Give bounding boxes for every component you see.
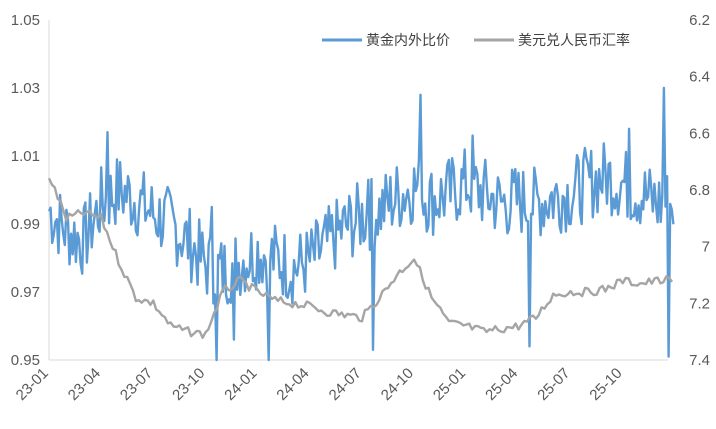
y-right-tick-label: 7 (702, 239, 710, 256)
y-right-tick-label: 6.8 (689, 182, 710, 199)
legend-label-usdcny: 美元兑人民币汇率 (518, 32, 630, 49)
y-right-tick-label: 6.4 (689, 69, 710, 86)
series-line-usdcny (47, 177, 674, 339)
y-right-tick-label: 7.4 (689, 352, 710, 369)
y-right-tick-label: 7.2 (689, 295, 710, 312)
y-left-tick-label: 0.99 (11, 216, 40, 233)
y-left-tick-label: 0.97 (11, 284, 40, 301)
y-left-tick-label: 1.05 (11, 12, 40, 29)
y-right-tick-label: 6.2 (689, 12, 710, 29)
y-left-tick-label: 0.95 (11, 352, 40, 369)
legend-label-gold-ratio: 黄金内外比价 (366, 32, 450, 49)
y-left-tick-label: 1.01 (11, 148, 40, 165)
chart-legend: 黄金内外比价 美元兑人民币汇率 (322, 32, 630, 49)
chart-series (47, 86, 675, 362)
series-line-gold-ratio (47, 86, 675, 362)
y-left-tick-label: 1.03 (11, 80, 40, 97)
y-right-tick-label: 6.6 (689, 125, 710, 142)
